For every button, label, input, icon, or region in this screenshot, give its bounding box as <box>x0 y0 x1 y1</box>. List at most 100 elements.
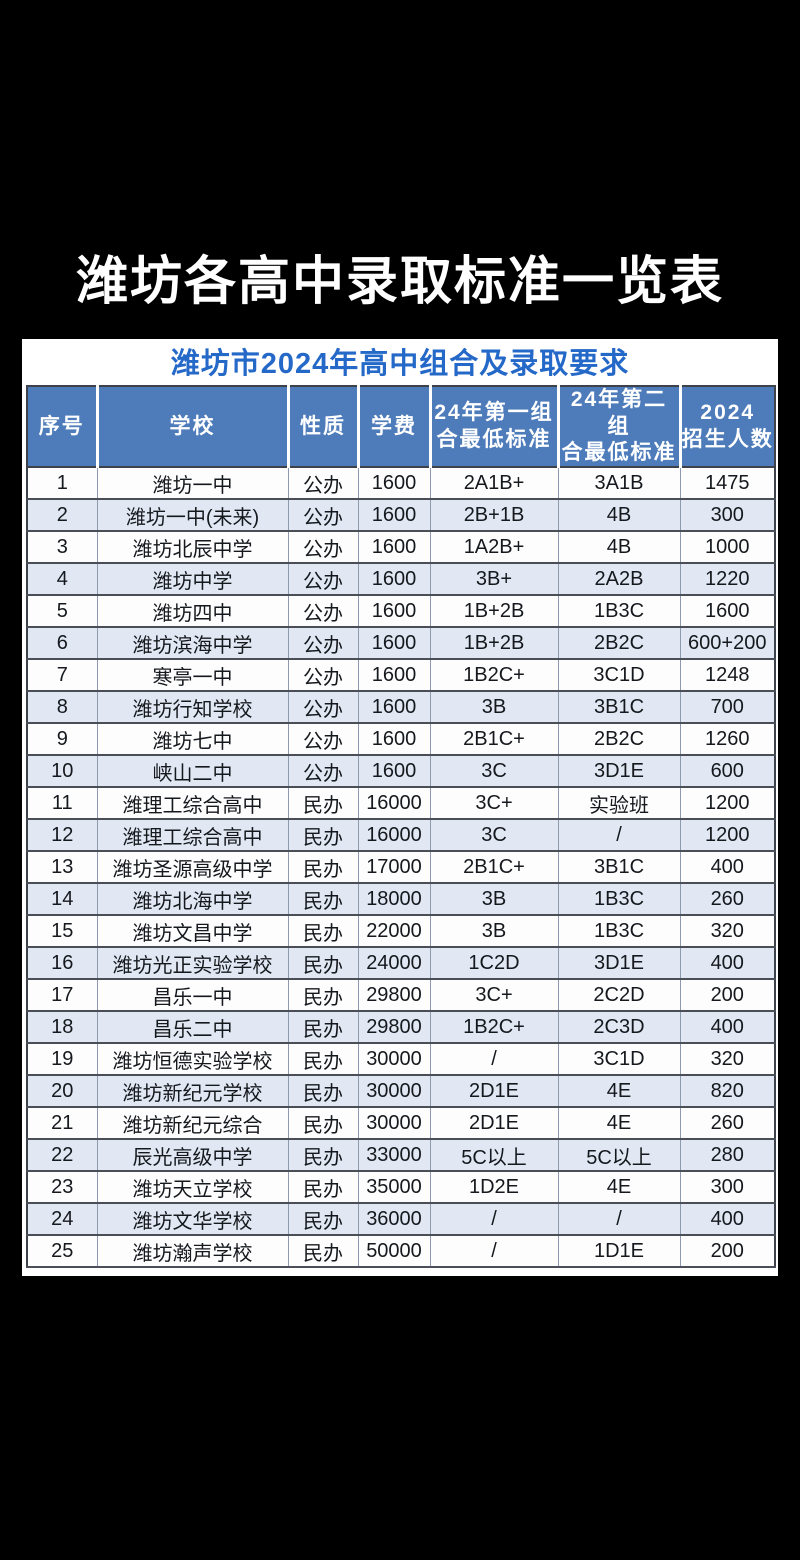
cell-school: 潍坊一中 <box>96 467 288 501</box>
cell-group1: / <box>429 1043 558 1077</box>
cell-group1: 5C以上 <box>429 1139 558 1173</box>
cell-school: 潍坊北海中学 <box>96 883 288 917</box>
cell-group2: / <box>557 1203 680 1237</box>
cell-index: 4 <box>27 563 97 597</box>
table-row: 13 潍坊圣源高级中学 民办 17000 2B1C+ 3B1C 400 <box>27 851 775 885</box>
cell-school: 潍理工综合高中 <box>96 819 288 853</box>
cell-school: 潍理工综合高中 <box>96 787 288 821</box>
cell-type: 公办 <box>287 723 358 757</box>
cell-school: 辰光高级中学 <box>96 1139 288 1173</box>
table-card: 潍坊市2024年高中组合及录取要求 序号 学校 性质 学费 24年第一组 合最低… <box>22 339 778 1277</box>
cell-group1: 2B1C+ <box>429 723 558 757</box>
cell-group2: 3D1E <box>557 947 680 981</box>
table-row: 11 潍理工综合高中 民办 16000 3C+ 实验班 1200 <box>27 787 775 821</box>
cell-index: 11 <box>27 787 97 821</box>
cell-group2: 4B <box>557 531 680 565</box>
cell-group2: 2A2B <box>557 563 680 597</box>
cell-school: 潍坊行知学校 <box>96 691 288 725</box>
cell-group1: 3B <box>429 691 558 725</box>
cell-group2: / <box>557 819 680 853</box>
cell-type: 公办 <box>287 755 358 789</box>
cell-fee: 16000 <box>357 819 430 853</box>
cell-enrollment: 1220 <box>679 563 775 597</box>
table-title: 潍坊市2024年高中组合及录取要求 <box>170 348 630 381</box>
cell-fee: 18000 <box>357 883 430 917</box>
table-row: 16 潍坊光正实验学校 民办 24000 1C2D 3D1E 400 <box>27 947 775 981</box>
cell-type: 民办 <box>287 1171 358 1205</box>
cell-school: 潍坊一中(未来) <box>96 499 288 533</box>
table-row: 2 潍坊一中(未来) 公办 1600 2B+1B 4B 300 <box>27 499 775 533</box>
table-row: 18 昌乐二中 民办 29800 1B2C+ 2C3D 400 <box>27 1011 775 1045</box>
cell-group2: 4E <box>557 1107 680 1141</box>
cell-enrollment: 1200 <box>679 819 775 853</box>
col-header-enrollment: 2024 招生人数 <box>678 386 775 469</box>
cell-type: 公办 <box>287 563 358 597</box>
cell-group2: 4E <box>557 1171 680 1205</box>
cell-group2: 2C2D <box>557 979 680 1013</box>
cell-school: 潍坊文昌中学 <box>96 915 288 949</box>
cell-school: 潍坊七中 <box>96 723 288 757</box>
cell-group1: 3B <box>429 883 558 917</box>
cell-group2: 实验班 <box>557 787 680 821</box>
cell-group1: 1D2E <box>429 1171 558 1205</box>
cell-index: 16 <box>27 947 97 981</box>
cell-group2: 5C以上 <box>557 1139 680 1173</box>
table-row: 17 昌乐一中 民办 29800 3C+ 2C2D 200 <box>27 979 775 1013</box>
cell-fee: 24000 <box>357 947 430 981</box>
header-row: 序号 学校 性质 学费 24年第一组 合最低标准 24年第二组 合最低标准 20… <box>27 386 775 469</box>
cell-group1: 3C+ <box>429 787 558 821</box>
cell-index: 21 <box>27 1107 97 1141</box>
cell-group1: 3B <box>429 915 558 949</box>
cell-index: 23 <box>27 1171 97 1205</box>
table-row: 15 潍坊文昌中学 民办 22000 3B 1B3C 320 <box>27 915 775 949</box>
cell-type: 民办 <box>287 947 358 981</box>
cell-enrollment: 1475 <box>679 467 775 501</box>
cell-index: 10 <box>27 755 97 789</box>
table-row: 4 潍坊中学 公办 1600 3B+ 2A2B 1220 <box>27 563 775 597</box>
cell-fee: 36000 <box>357 1203 430 1237</box>
cell-index: 14 <box>27 883 97 917</box>
cell-fee: 1600 <box>357 755 430 789</box>
table-row: 24 潍坊文华学校 民办 36000//400 <box>27 1203 775 1237</box>
table-row: 12 潍理工综合高中 民办 16000 3C/1200 <box>27 819 775 853</box>
cell-school: 昌乐二中 <box>96 1011 288 1045</box>
col-header-school: 学校 <box>95 386 288 469</box>
cell-group1: 1C2D <box>429 947 558 981</box>
cell-enrollment: 300 <box>679 499 775 533</box>
table-row: 14 潍坊北海中学 民办 18000 3B 1B3C 260 <box>27 883 775 917</box>
cell-school: 潍坊新纪元学校 <box>96 1075 288 1109</box>
cell-enrollment: 260 <box>679 1107 775 1141</box>
cell-school: 潍坊光正实验学校 <box>96 947 288 981</box>
cell-enrollment: 400 <box>679 1011 775 1045</box>
cell-type: 民办 <box>287 979 358 1013</box>
cell-group1: / <box>429 1203 558 1237</box>
cell-school: 潍坊瀚声学校 <box>96 1235 288 1269</box>
cell-fee: 1600 <box>357 627 430 661</box>
cell-group1: 3C <box>429 755 558 789</box>
cell-enrollment: 200 <box>679 1235 775 1269</box>
cell-fee: 1600 <box>357 531 430 565</box>
cell-fee: 16000 <box>357 787 430 821</box>
cell-fee: 1600 <box>357 595 430 629</box>
cell-index: 9 <box>27 723 97 757</box>
cell-fee: 22000 <box>357 915 430 949</box>
cell-group2: 1D1E <box>557 1235 680 1269</box>
cell-index: 15 <box>27 915 97 949</box>
poster-title: 潍坊各高中录取标准一览表 <box>75 253 724 311</box>
cell-group2: 2C3D <box>557 1011 680 1045</box>
cell-fee: 30000 <box>357 1107 430 1141</box>
cell-type: 民办 <box>287 851 358 885</box>
cell-school: 寒亭一中 <box>96 659 288 693</box>
cell-group2: 1B3C <box>557 883 680 917</box>
cell-type: 民办 <box>287 1235 358 1269</box>
table-row: 21 潍坊新纪元综合 民办 30000 2D1E 4E 260 <box>27 1107 775 1141</box>
col-header-fee: 学费 <box>356 386 430 469</box>
cell-school: 潍坊新纪元综合 <box>96 1107 288 1141</box>
cell-enrollment: 280 <box>679 1139 775 1173</box>
cell-group1: 1B+2B <box>429 595 558 629</box>
table-row: 6 潍坊滨海中学 公办 1600 1B+2B 2B2C 600+200 <box>27 627 775 661</box>
cell-enrollment: 320 <box>679 915 775 949</box>
cell-school: 潍坊天立学校 <box>96 1171 288 1205</box>
cell-group1: 1B2C+ <box>429 659 558 693</box>
